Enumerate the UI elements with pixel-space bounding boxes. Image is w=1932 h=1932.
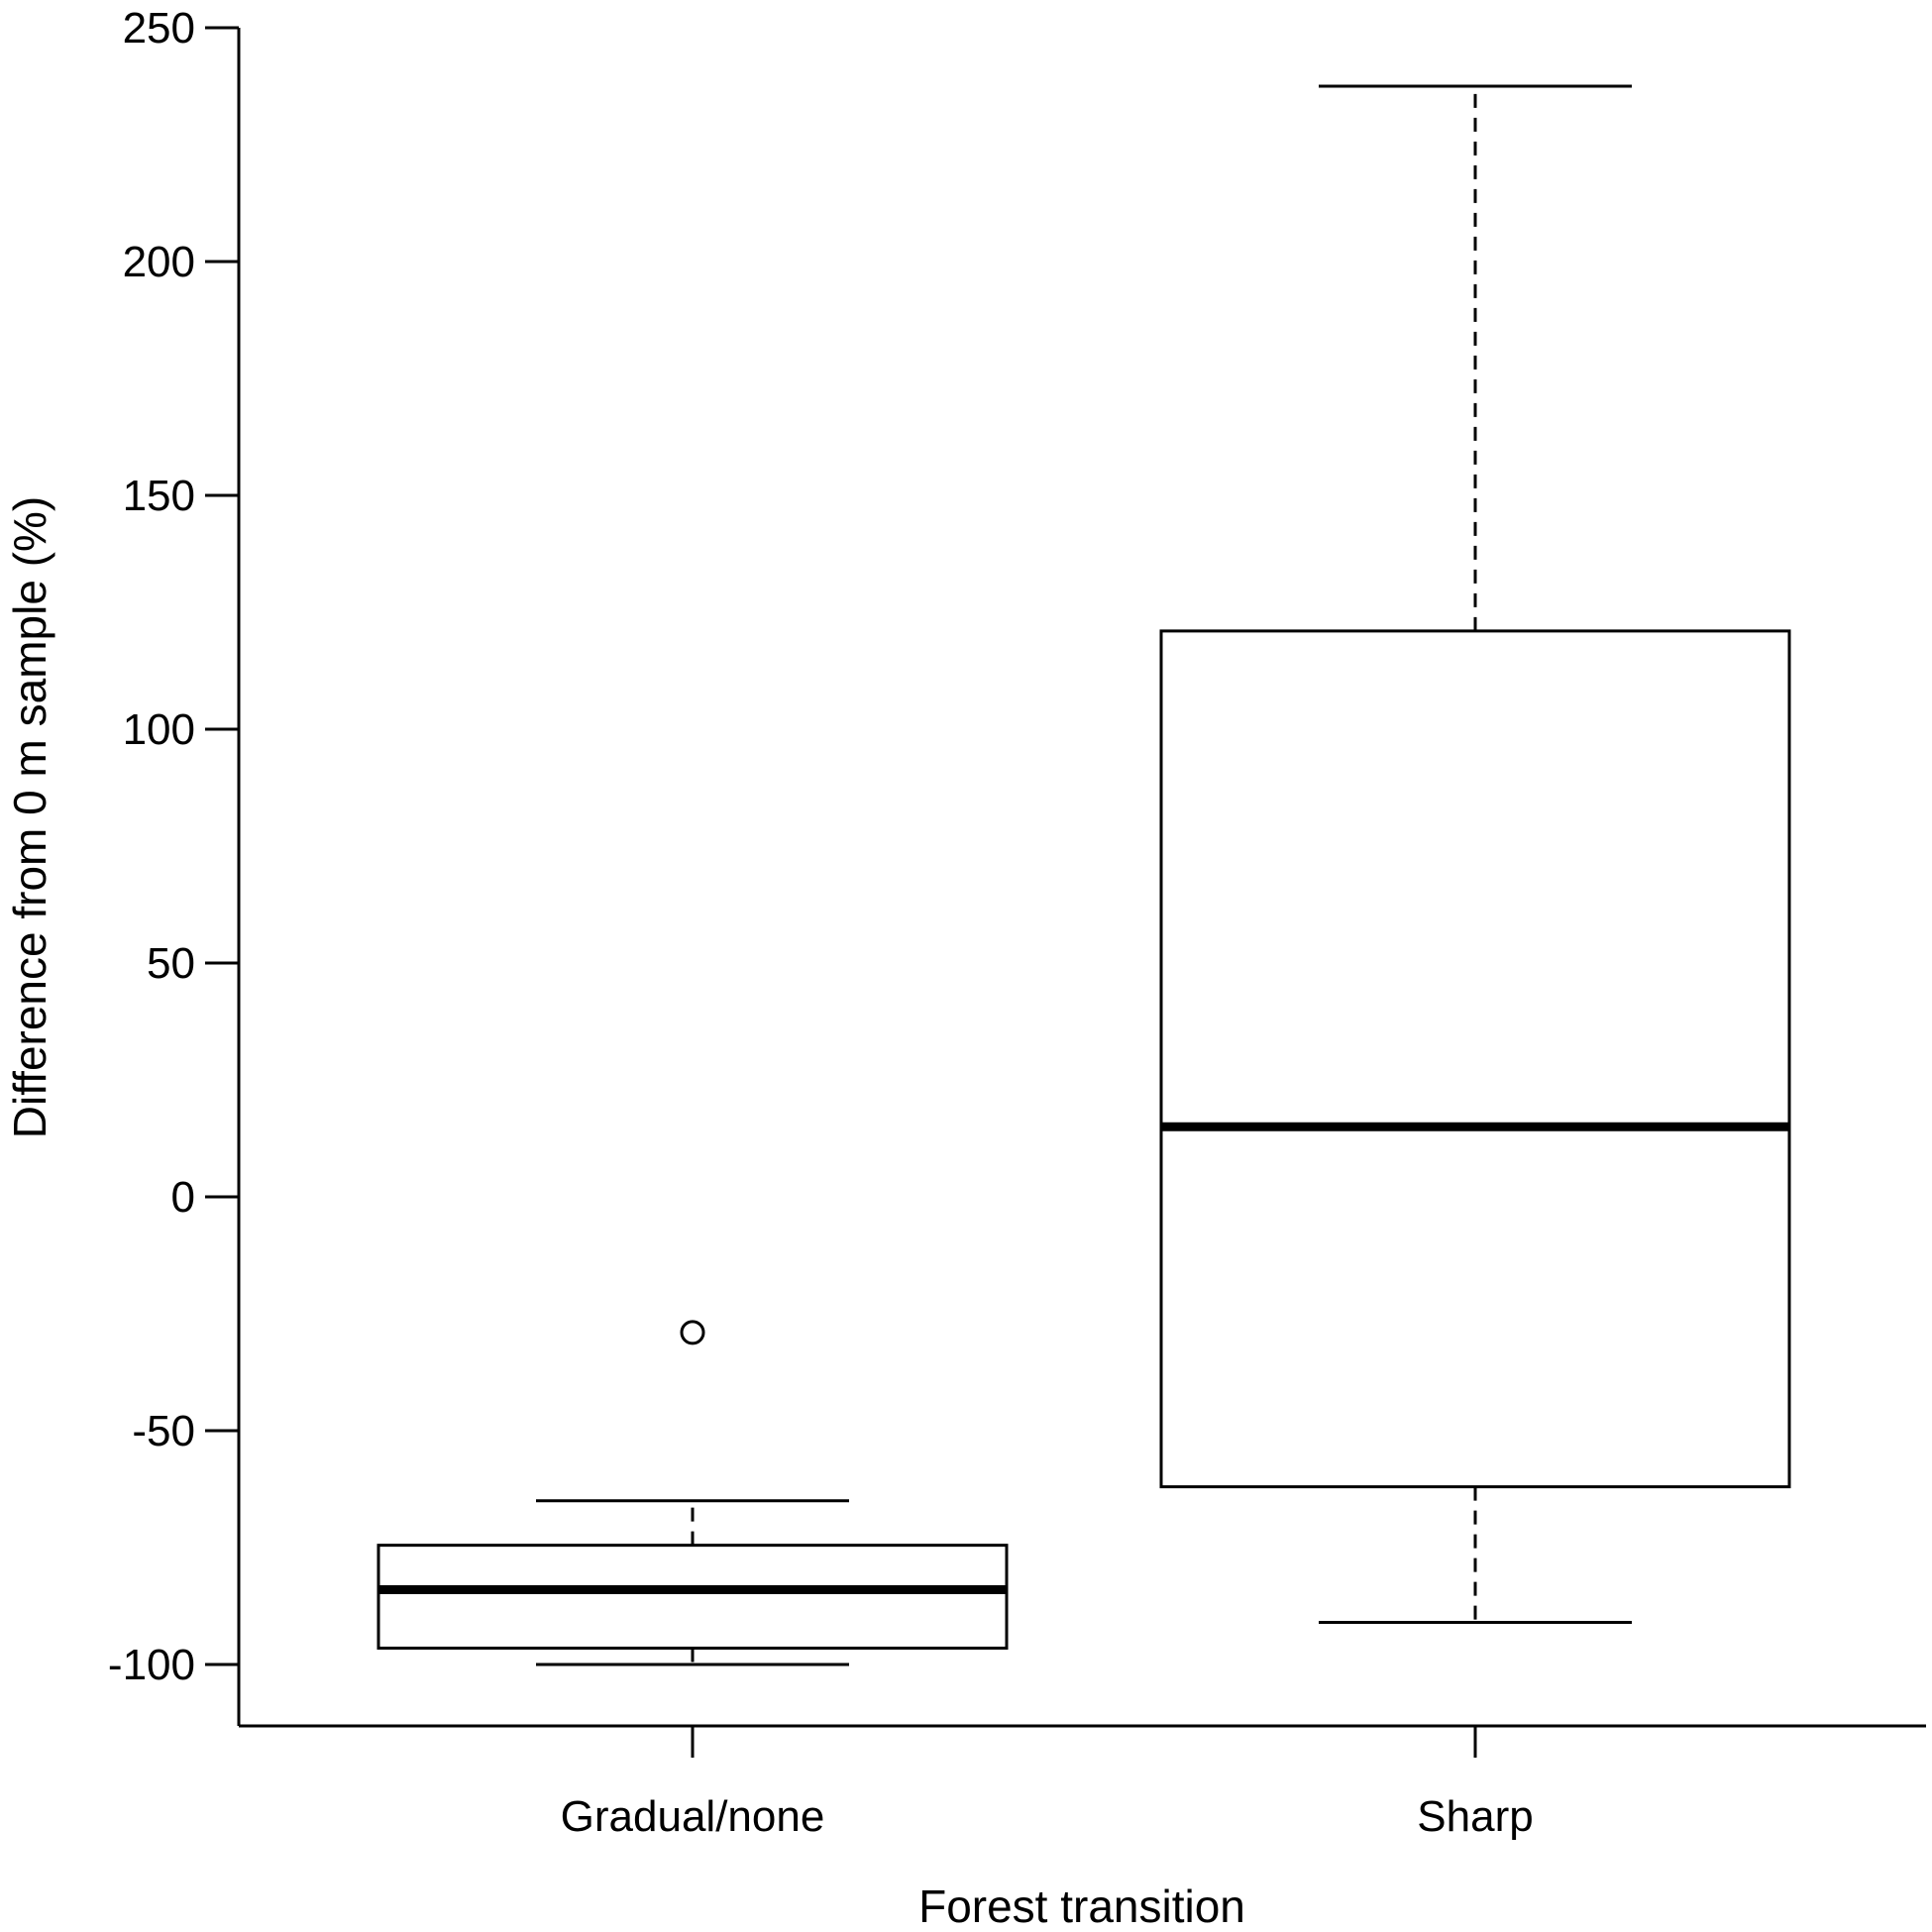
iqr-box <box>1159 629 1791 1489</box>
axes: -100 -50 0 50 100 150 200 250 Gradual/none Sharp <box>108 4 1926 1841</box>
x-tick-label: Sharp <box>1417 1792 1533 1841</box>
y-tick-label: 150 <box>123 472 195 520</box>
boxes <box>376 84 1791 1666</box>
axis-labels: Forest transition Difference from 0 m sa… <box>4 496 1245 1932</box>
y-tick-label: -50 <box>132 1407 195 1455</box>
y-tick-label: 0 <box>171 1173 195 1222</box>
y-tick-label: 100 <box>123 705 195 754</box>
outlier-point <box>680 1320 705 1345</box>
x-axis-title: Forest transition <box>918 1880 1245 1932</box>
y-tick-label: 200 <box>123 238 195 286</box>
box-group <box>1159 84 1791 1625</box>
y-tick-label: -100 <box>108 1641 195 1689</box>
y-tick-label: 50 <box>147 939 195 988</box>
y-tick-label: 250 <box>123 4 195 53</box>
iqr-box <box>376 1544 1009 1650</box>
y-axis-title: Difference from 0 m sample (%) <box>4 496 55 1138</box>
box-group <box>376 1320 1009 1666</box>
x-tick-label: Gradual/none <box>561 1792 825 1841</box>
